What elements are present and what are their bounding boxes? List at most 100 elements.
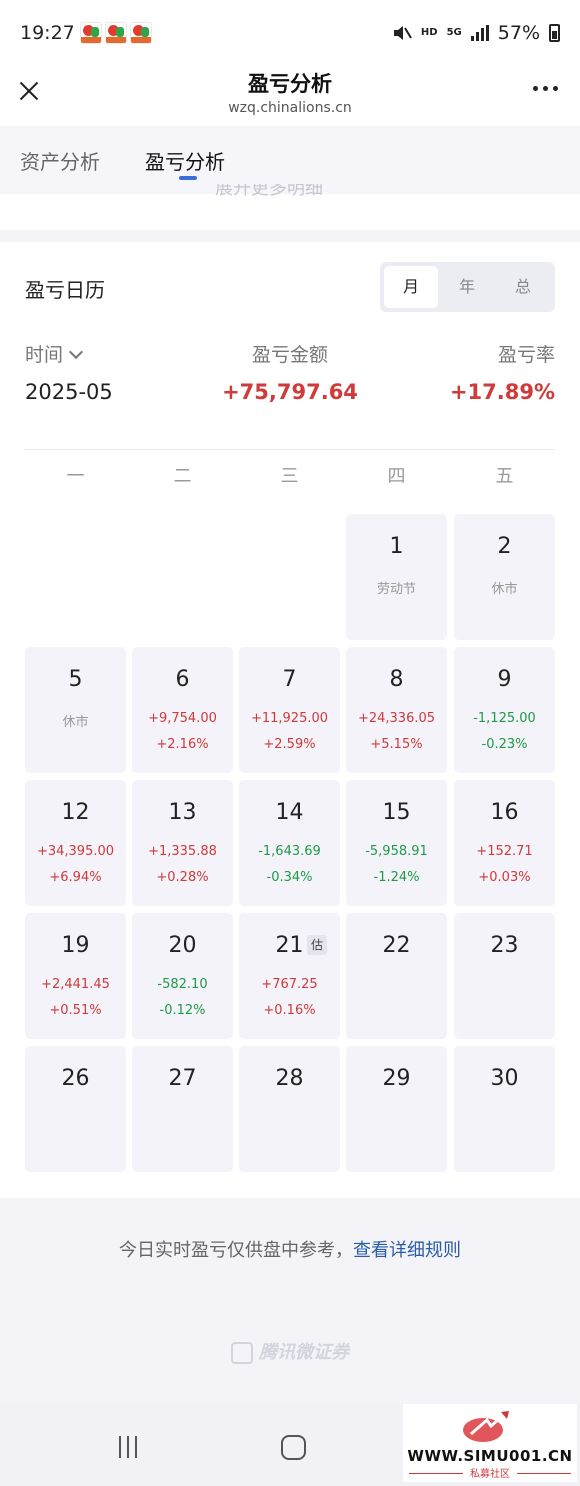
day-number: 19: [61, 933, 90, 958]
calendar-day-cell[interactable]: 29: [346, 1046, 447, 1172]
footer-note: 今日实时盈亏仅供盘中参考，查看详细规则: [0, 1236, 580, 1262]
calendar-grid: 1 劳动节 2 休市 5 休市 6 +9,754.00 +2.16% 7 +11,925.00 +2.…: [25, 514, 555, 1174]
day-pnl-amount: +1,335.88: [148, 844, 217, 859]
notification-icons: [80, 22, 152, 44]
calendar-day-cell[interactable]: 5 休市: [25, 647, 126, 773]
period-toggle: 月 年 总: [380, 262, 555, 312]
day-number: 8: [389, 667, 404, 692]
day-number: 26: [61, 1066, 90, 1091]
status-indicators: HD 5G 57%: [392, 22, 560, 44]
calendar-day-cell[interactable]: 30: [454, 1046, 555, 1172]
period-year-button[interactable]: 年: [458, 277, 475, 296]
day-number: 29: [382, 1066, 411, 1091]
day-pnl-amount: +11,925.00: [250, 711, 329, 726]
page-tabs: 资产分析 盈亏分析: [0, 126, 580, 194]
app-notification-icon: [105, 22, 127, 44]
home-icon[interactable]: [281, 1435, 306, 1460]
amount-label: 盈亏金额: [251, 344, 328, 366]
section-divider: [0, 230, 580, 242]
network-indicator: 5G: [446, 27, 462, 38]
calendar-day-cell[interactable]: 21 估 +767.25 +0.16%: [239, 913, 340, 1039]
calendar-day-cell[interactable]: 14 -1,643.69 -0.34%: [239, 780, 340, 906]
day-pnl-rate: +6.94%: [49, 870, 102, 885]
calendar-day-cell[interactable]: 1 劳动节: [346, 514, 447, 640]
page-title: 盈亏分析: [248, 72, 332, 96]
day-number: 2: [497, 534, 512, 559]
calendar-day-cell[interactable]: 7 +11,925.00 +2.59%: [239, 647, 340, 773]
day-number: 14: [275, 800, 304, 825]
time-label: 时间: [25, 344, 64, 366]
period-month-button[interactable]: 月: [384, 266, 438, 308]
day-number: 15: [382, 800, 411, 825]
day-pnl-amount: +767.25: [261, 977, 318, 992]
calendar-day-cell[interactable]: 23: [454, 913, 555, 1039]
calendar-day-cell[interactable]: 20 -582.10 -0.12%: [132, 913, 233, 1039]
day-pnl-amount: -1,125.00: [473, 711, 536, 726]
period-value: 2025-05: [25, 380, 113, 404]
weekday-label: 五: [495, 466, 514, 487]
calendar-day-cell[interactable]: 15 -5,958.91 -1.24%: [346, 780, 447, 906]
estimate-badge: 估: [307, 935, 327, 955]
day-number: 27: [168, 1066, 197, 1091]
battery-icon: [549, 24, 560, 42]
weekday-label: 四: [387, 466, 406, 487]
app-notification-icon: [80, 22, 102, 44]
calendar-day-cell[interactable]: 2 休市: [454, 514, 555, 640]
day-pnl-amount: +34,395.00: [36, 844, 115, 859]
calendar-day-cell[interactable]: 8 +24,336.05 +5.15%: [346, 647, 447, 773]
day-number: 7: [282, 667, 297, 692]
mute-icon: [393, 26, 412, 40]
recent-apps-icon[interactable]: [119, 1436, 137, 1458]
calendar-day-cell[interactable]: 28: [239, 1046, 340, 1172]
day-pnl-amount: +152.71: [476, 844, 533, 859]
period-total-button[interactable]: 总: [514, 277, 531, 296]
weekday-label: 一: [66, 466, 85, 487]
calendar-day-cell[interactable]: 22: [346, 913, 447, 1039]
day-number: 28: [275, 1066, 304, 1091]
calendar-day-cell[interactable]: 6 +9,754.00 +2.16%: [132, 647, 233, 773]
calendar-day-cell[interactable]: 19 +2,441.45 +0.51%: [25, 913, 126, 1039]
tab-asset-analysis[interactable]: 资产分析: [20, 150, 100, 174]
more-options-icon[interactable]: [533, 80, 558, 97]
chart-icon: [231, 1342, 253, 1364]
day-pnl-amount: +9,754.00: [148, 711, 217, 726]
calendar-day-cell[interactable]: 27: [132, 1046, 233, 1172]
calendar-day-cell[interactable]: 12 +34,395.00 +6.94%: [25, 780, 126, 906]
calendar-day-cell[interactable]: 16 +152.71 +0.03%: [454, 780, 555, 906]
active-tab-indicator: [179, 176, 197, 180]
page-url: wzq.chinalions.cn: [228, 100, 352, 116]
calendar-day-cell[interactable]: 13 +1,335.88 +0.28%: [132, 780, 233, 906]
brand-name: 腾讯微证券: [259, 1342, 349, 1363]
day-pnl-amount: -582.10: [157, 977, 208, 992]
calendar-day-cell[interactable]: 9 -1,125.00 -0.23%: [454, 647, 555, 773]
tab-pnl-analysis[interactable]: 盈亏分析: [145, 150, 225, 174]
footer-note-text: 今日实时盈亏仅供盘中参考，: [119, 1240, 353, 1261]
day-pnl-amount: -1,643.69: [258, 844, 321, 859]
day-pnl-rate: +0.51%: [49, 1003, 102, 1018]
hd-indicator: HD: [420, 27, 438, 38]
day-note: 休市: [491, 582, 518, 597]
view-rules-link[interactable]: 查看详细规则: [353, 1240, 461, 1261]
brand-logo: 腾讯微证券: [0, 1338, 580, 1364]
app-notification-icon: [130, 22, 152, 44]
watermark: WWW.SIMU001.CN 私募社区: [403, 1404, 577, 1482]
pnl-calendar-title: 盈亏日历: [25, 278, 105, 302]
watermark-subtitle: 私募社区: [470, 1469, 510, 1480]
day-number: 23: [490, 933, 519, 958]
day-number: 22: [382, 933, 411, 958]
watermark-logo-icon: [463, 1410, 509, 1442]
expand-more-details[interactable]: 展开更多明细: [0, 184, 580, 196]
day-pnl-rate: +0.03%: [478, 870, 531, 885]
title-bar: 盈亏分析 wzq.chinalions.cn: [0, 66, 580, 126]
day-pnl-amount: -5,958.91: [365, 844, 428, 859]
day-pnl-rate: -0.23%: [481, 737, 528, 752]
day-pnl-rate: +2.59%: [263, 737, 316, 752]
total-rate-value: +17.89%: [449, 380, 555, 404]
day-number: 20: [168, 933, 197, 958]
day-pnl-rate: -0.34%: [266, 870, 313, 885]
footer: 今日实时盈亏仅供盘中参考，查看详细规则 腾讯微证券: [0, 1198, 580, 1404]
calendar-day-cell[interactable]: 26: [25, 1046, 126, 1172]
day-number: 5: [68, 667, 83, 692]
time-selector[interactable]: 时间: [25, 340, 84, 367]
watermark-url: WWW.SIMU001.CN: [407, 1447, 573, 1465]
